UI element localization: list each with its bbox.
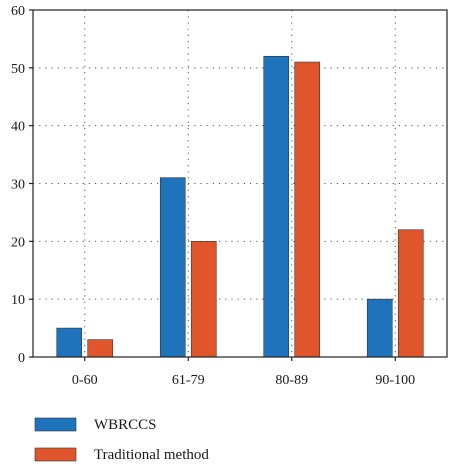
axes [29,9,448,361]
bar-traditional-61-79 [190,241,217,358]
bar-traditional-90-100 [397,229,424,358]
y-tick-label: 20 [11,235,25,250]
grid-lines [33,10,447,357]
x-tick-label: 61-79 [172,373,205,388]
y-tick-labels: 0 10 20 30 40 50 60 [11,4,25,366]
y-tick-label: 30 [11,178,25,193]
bar-wbrccs-90-100 [366,298,393,358]
legend-label-wbrccs: WBRCCS [94,417,157,433]
x-tick-label: 0-60 [72,373,98,388]
bar-wbrccs-80-89 [263,55,290,358]
bar-traditional-0-60 [87,339,114,358]
legend-swatch-wbrccs [34,417,77,432]
y-tick-label: 0 [18,351,25,366]
bars [56,55,424,358]
x-tick-label: 80-89 [275,373,308,388]
y-tick-label: 60 [11,4,25,19]
legend-label-traditional: Traditional method [94,447,209,463]
legend: WBRCCS Traditional method [34,417,209,463]
y-tick-label: 10 [11,293,25,308]
bar-wbrccs-61-79 [159,177,186,358]
y-tick-label: 40 [11,120,25,135]
x-tick-label: 90-100 [375,373,415,388]
legend-swatch-traditional [34,447,77,462]
bar-wbrccs-0-60 [56,327,83,358]
bar-traditional-80-89 [294,61,321,358]
y-tick-label: 50 [11,62,25,77]
x-tick-labels: 0-60 61-79 80-89 90-100 [72,373,415,388]
